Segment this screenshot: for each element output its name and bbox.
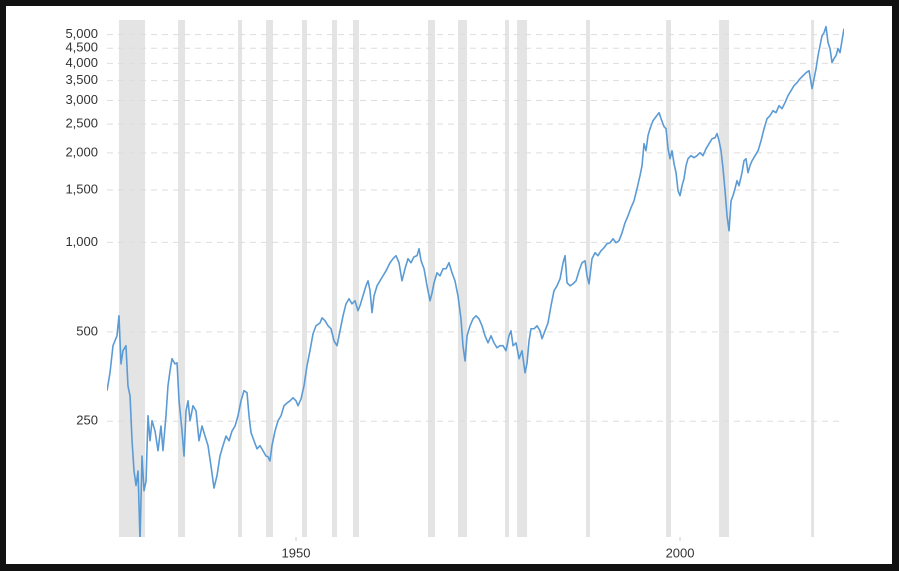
recession-band: [719, 20, 730, 537]
recession-band: [352, 20, 359, 537]
recession-band: [811, 20, 815, 537]
y-tick-label: 250: [76, 413, 98, 428]
plot-area: [107, 25, 844, 537]
x-tick-label: 1950: [282, 545, 311, 560]
x-tick-label: 2000: [666, 545, 695, 560]
y-tick-label: 3,000: [65, 92, 98, 107]
y-tick-label: 1,500: [65, 181, 98, 196]
y-tick-label: 1,000: [65, 234, 98, 249]
y-tick-label: 3,500: [65, 72, 98, 87]
recession-band: [302, 20, 307, 537]
recession-band: [517, 20, 528, 537]
y-tick-label: 4,000: [65, 55, 98, 70]
recession-band: [265, 20, 273, 537]
plot-background: [6, 6, 892, 564]
recession-band: [238, 20, 243, 537]
price-line: [107, 25, 844, 537]
y-tick-label: 5,000: [65, 26, 98, 41]
y-tick-label: 2,500: [65, 116, 98, 131]
recession-band: [332, 20, 338, 537]
recession-band: [178, 20, 186, 537]
recession-band: [666, 20, 672, 537]
recession-band: [504, 20, 509, 537]
recession-band: [457, 20, 468, 537]
recession-band: [118, 20, 146, 537]
y-tick-label: 500: [76, 323, 98, 338]
y-tick-label: 2,000: [65, 144, 98, 159]
y-tick-label: 4,500: [65, 40, 98, 55]
recession-band: [428, 20, 436, 537]
